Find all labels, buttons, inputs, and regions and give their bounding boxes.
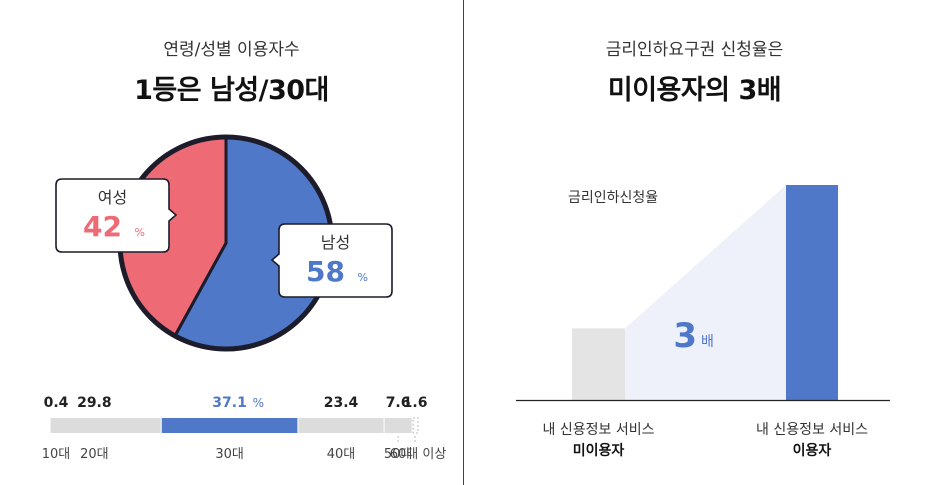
- comparison-annotation-unit: 배: [701, 334, 714, 350]
- age-bar-seg-0: [50, 418, 52, 433]
- age-category-0: 10대: [42, 447, 71, 462]
- callout-box-0: [270, 223, 393, 298]
- comparison-band: [625, 185, 786, 400]
- age-value-3: 23.4: [324, 395, 359, 411]
- age-value-5: 1.6: [403, 395, 428, 411]
- callout-value-1: 42: [83, 210, 122, 243]
- age-value-1: 29.8: [77, 395, 112, 411]
- comparison-annotation-value: 3: [673, 316, 697, 356]
- gender-pie-chart: 남성 58 % 여성 42%: [55, 134, 393, 352]
- age-value-2: 37.1: [212, 395, 247, 411]
- comparison-cat-line1-1: 내 신용정보 서비스: [756, 422, 868, 438]
- comparison-cat-line2-1: 이용자: [793, 442, 832, 459]
- age-category-4: 50대: [384, 447, 413, 462]
- panel-divider: [463, 0, 464, 485]
- age-bar-chart: 0.4 10대 29.8 20대 37.1 % 30대 23.4 40대 7.6 50대 1.6 60대…: [42, 395, 447, 462]
- callout-value-0: 58: [306, 255, 345, 288]
- age-value-unit: %: [253, 396, 264, 410]
- age-category-5: 60대 이상: [390, 447, 447, 462]
- comparison-cat-line1-0: 내 신용정보 서비스: [543, 422, 655, 438]
- age-bar-seg-3: [298, 418, 384, 433]
- callout-unit-0: %: [358, 271, 368, 284]
- callout-label-1: 여성: [98, 188, 127, 207]
- age-category-3: 40대: [327, 447, 356, 462]
- comparison-ylabel: 금리인하신청율: [568, 190, 658, 206]
- age-value-4: 7.6: [386, 395, 411, 411]
- left-headline: 1등은 남성/30대: [134, 75, 329, 106]
- comparison-cat-line2-0: 미이용자: [573, 442, 625, 459]
- callout-unit-1: %: [135, 226, 145, 239]
- left-subtitle: 연령/성별 이용자수: [163, 40, 300, 60]
- age-bar-seg-1: [51, 418, 161, 433]
- age-value-0: 0.4: [44, 395, 69, 411]
- right-subtitle: 금리인하요구권 신청율은: [605, 40, 784, 60]
- age-category-2: 30대: [215, 447, 244, 462]
- comparison-bar-1: [786, 185, 838, 400]
- age-category-1: 20대: [80, 447, 109, 462]
- age-bar-seg-2: [161, 418, 298, 433]
- age-bar-seg-5: [412, 417, 419, 434]
- comparison-bar-0: [572, 328, 625, 400]
- age-bar-seg-4: [384, 418, 412, 433]
- right-headline: 미이용자의 3배: [607, 75, 782, 106]
- callout-box-1: [55, 178, 178, 253]
- callout-label-0: 남성: [321, 233, 350, 252]
